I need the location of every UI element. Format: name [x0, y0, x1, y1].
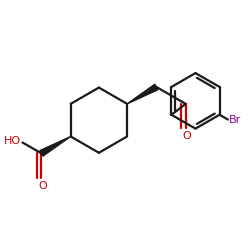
Text: Br: Br	[229, 114, 241, 124]
Text: O: O	[38, 181, 47, 191]
Text: HO: HO	[4, 136, 21, 146]
Polygon shape	[40, 136, 71, 156]
Polygon shape	[127, 84, 158, 104]
Text: O: O	[182, 131, 191, 141]
